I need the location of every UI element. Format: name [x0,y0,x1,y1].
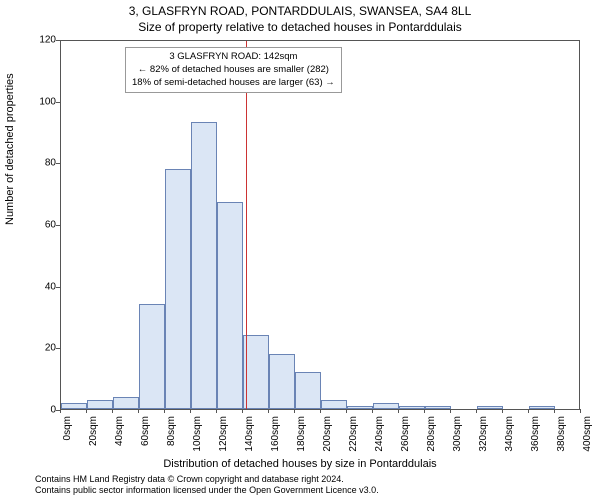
histogram-bar [321,400,347,409]
chart-container: 3, GLASFRYN ROAD, PONTARDDULAIS, SWANSEA… [0,0,600,500]
x-tick-label: 400sqm [582,416,593,456]
histogram-bar [295,372,321,409]
y-axis-label: Number of detached properties [4,73,16,225]
x-tick-label: 60sqm [140,416,151,456]
x-tick-label: 120sqm [218,416,229,456]
chart-title-line1: 3, GLASFRYN ROAD, PONTARDDULAIS, SWANSEA… [0,4,600,18]
histogram-bar [373,403,399,409]
y-tick-label: 80 [45,158,56,169]
histogram-bar [139,304,165,409]
x-tick-label: 280sqm [426,416,437,456]
y-tick-label: 60 [45,220,56,231]
attribution: Contains HM Land Registry data © Crown c… [35,474,590,497]
histogram-bar [425,406,451,409]
histogram-bar [477,406,503,409]
reference-line [246,41,247,409]
histogram-bar [529,406,555,409]
x-tick-label: 320sqm [478,416,489,456]
chart-title-line2: Size of property relative to detached ho… [0,20,600,34]
attribution-line2: Contains public sector information licen… [35,485,590,497]
y-tick-label: 100 [39,96,56,107]
y-tick-label: 120 [39,35,56,46]
histogram-bar [165,169,191,410]
histogram-bar [87,400,113,409]
annotation-line1: 3 GLASFRYN ROAD: 142sqm [132,51,335,64]
histogram-bar [269,354,295,410]
histogram-bar [61,403,87,409]
x-tick-label: 140sqm [244,416,255,456]
histogram-bar [347,406,373,409]
x-tick-label: 300sqm [452,416,463,456]
x-tick-label: 240sqm [374,416,385,456]
x-tick-label: 160sqm [270,416,281,456]
histogram-bar [399,406,425,409]
histogram-bar [217,202,243,409]
annotation-line3: 18% of semi-detached houses are larger (… [132,77,335,90]
annotation-line2: ← 82% of detached houses are smaller (28… [132,64,335,77]
plot-area: 3 GLASFRYN ROAD: 142sqm ← 82% of detache… [60,40,580,410]
attribution-line1: Contains HM Land Registry data © Crown c… [35,474,590,486]
x-tick-label: 20sqm [88,416,99,456]
y-tick-label: 40 [45,281,56,292]
x-tick-label: 220sqm [348,416,359,456]
histogram-bar [113,397,139,409]
x-tick-label: 200sqm [322,416,333,456]
x-tick-label: 0sqm [62,416,73,456]
x-tick-label: 100sqm [192,416,203,456]
x-tick-label: 380sqm [556,416,567,456]
x-tick-label: 260sqm [400,416,411,456]
x-tick-mark [580,409,581,413]
x-tick-label: 180sqm [296,416,307,456]
x-tick-label: 340sqm [504,416,515,456]
x-axis-label: Distribution of detached houses by size … [0,458,600,470]
x-tick-label: 40sqm [114,416,125,456]
x-tick-label: 80sqm [166,416,177,456]
x-tick-label: 360sqm [530,416,541,456]
annotation-box: 3 GLASFRYN ROAD: 142sqm ← 82% of detache… [125,47,342,93]
histogram-bar [191,122,217,409]
histogram-bar [243,335,269,409]
y-tick-label: 20 [45,343,56,354]
